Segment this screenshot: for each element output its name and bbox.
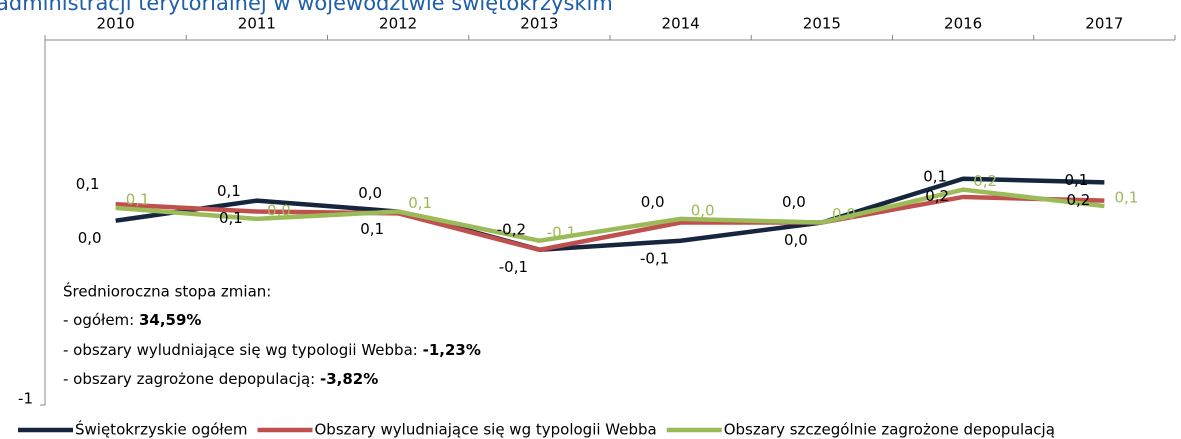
x-tick-label: 2013 bbox=[520, 15, 558, 33]
annotation-line: - ogółem: 34,59% bbox=[63, 311, 201, 329]
data-label: 0,2 bbox=[925, 187, 949, 205]
x-tick-label: 2010 bbox=[97, 15, 135, 33]
data-label: 0,0 bbox=[358, 184, 382, 202]
x-tick-label: 2017 bbox=[1085, 15, 1123, 33]
x-tick-label: 2014 bbox=[662, 15, 700, 33]
data-label: 0,1 bbox=[76, 175, 100, 193]
data-label: 0,2 bbox=[973, 172, 997, 190]
data-label: -0,1 bbox=[640, 249, 669, 267]
data-label: 0,1 bbox=[1114, 189, 1138, 207]
annotation-value: -3,82% bbox=[320, 370, 378, 388]
data-label: 0,0 bbox=[267, 201, 291, 219]
y-tick-label: -1 bbox=[18, 390, 33, 408]
legend-label: Obszary szczególnie zagrożone depopulacj… bbox=[724, 421, 1055, 439]
data-label: 0,0 bbox=[782, 193, 806, 211]
annotation-heading: Średnioroczna stopa zmian: bbox=[63, 282, 271, 301]
data-label: 0,2 bbox=[1066, 191, 1090, 209]
data-label: 0,0 bbox=[641, 193, 665, 211]
data-label: 0,1 bbox=[923, 167, 947, 185]
data-label: 0,0 bbox=[832, 205, 856, 223]
data-label: 0,0 bbox=[784, 231, 808, 249]
data-label: 0,1 bbox=[408, 194, 432, 212]
annotation-label: - obszary wyludniające się wg typologii … bbox=[63, 341, 423, 359]
data-label: 0,1 bbox=[217, 182, 241, 200]
legend-label: Świętokrzyskie ogółem bbox=[75, 420, 248, 439]
series-line bbox=[115, 187, 1105, 244]
chart-title: administracji terytorialnej w województw… bbox=[0, 0, 613, 15]
data-label: 0,1 bbox=[1064, 171, 1088, 189]
data-label: -0,1 bbox=[547, 223, 576, 241]
x-tick-label: 2016 bbox=[944, 15, 982, 33]
x-tick-label: 2011 bbox=[238, 15, 276, 33]
legend-label: Obszary wyludniające się wg typologii We… bbox=[315, 421, 657, 439]
annotation-line: - obszary zagrożone depopulacją: -3,82% bbox=[63, 370, 378, 388]
data-label: -0,2 bbox=[497, 220, 526, 238]
data-label: 0,0 bbox=[78, 229, 102, 247]
data-label: 0,1 bbox=[126, 190, 150, 208]
data-label: -0,1 bbox=[499, 258, 528, 276]
series-line bbox=[115, 194, 1105, 253]
annotation-line: - obszary wyludniające się wg typologii … bbox=[63, 341, 481, 359]
data-label: 0,1 bbox=[219, 209, 243, 227]
data-label: 0,1 bbox=[360, 220, 384, 238]
series-line bbox=[115, 176, 1105, 252]
data-label: 0,0 bbox=[691, 201, 715, 219]
x-tick-label: 2015 bbox=[803, 15, 841, 33]
annotation-label: - obszary zagrożone depopulacją: bbox=[63, 370, 320, 388]
annotation-value: 34,59% bbox=[139, 311, 201, 329]
annotation-label: - ogółem: bbox=[63, 311, 139, 329]
annotation-value: -1,23% bbox=[423, 341, 481, 359]
x-tick-label: 2012 bbox=[379, 15, 417, 33]
